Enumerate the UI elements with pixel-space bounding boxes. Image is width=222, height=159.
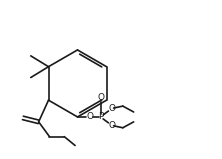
Text: O: O — [98, 93, 105, 102]
Text: O: O — [109, 121, 115, 130]
Text: O: O — [109, 104, 115, 113]
Text: O: O — [86, 112, 93, 121]
Text: P: P — [99, 112, 104, 121]
